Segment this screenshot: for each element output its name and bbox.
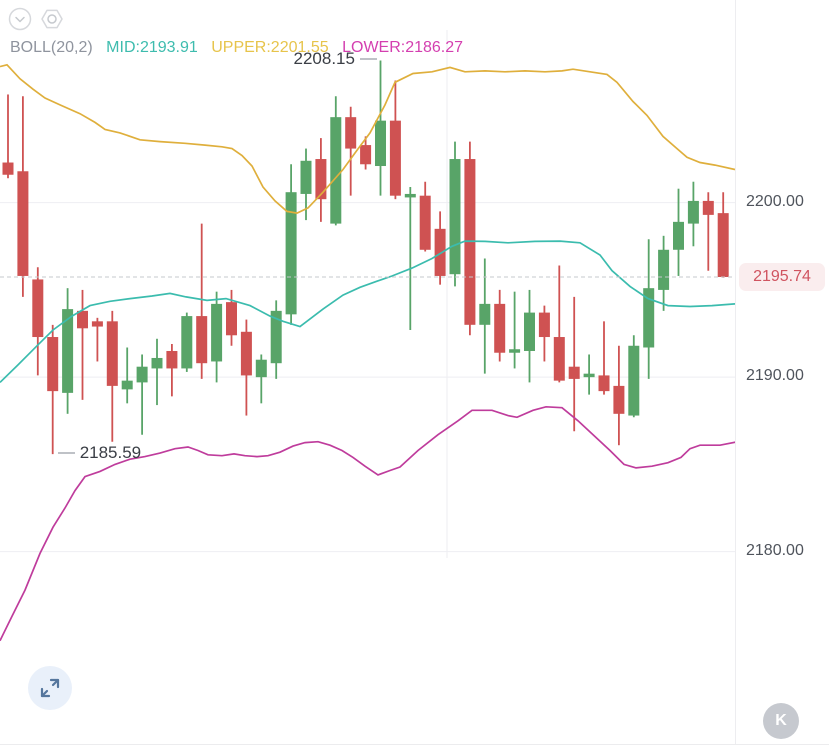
candle-body[interactable]: [62, 309, 74, 393]
candle-body[interactable]: [419, 195, 431, 250]
candle-body[interactable]: [226, 302, 237, 336]
candle-body[interactable]: [300, 160, 312, 194]
app-logo-watermark: K: [763, 703, 799, 739]
indicator-legend: BOLL(20,2) MID:2193.91 UPPER:2201.55 LOW…: [10, 39, 472, 57]
candle-body[interactable]: [196, 316, 208, 364]
candle-body[interactable]: [583, 373, 595, 378]
candle-body[interactable]: [121, 380, 133, 390]
candle-body[interactable]: [538, 312, 550, 338]
y-axis-label: 2190.00: [746, 367, 804, 385]
candle-body[interactable]: [494, 303, 506, 353]
current-price-value: 2195.74: [753, 268, 811, 285]
high-price-annotation: 2208.15: [294, 49, 377, 69]
candle-body[interactable]: [166, 350, 178, 369]
candle-body[interactable]: [106, 321, 118, 386]
candle-body[interactable]: [136, 366, 148, 383]
current-price-label: 2195.74: [739, 263, 825, 291]
candle-body[interactable]: [628, 345, 640, 416]
bollinger-upper-band: [0, 63, 735, 214]
candle-body[interactable]: [240, 331, 252, 376]
candle-body[interactable]: [255, 359, 267, 378]
candle-body[interactable]: [434, 228, 446, 276]
candle-body[interactable]: [315, 159, 327, 200]
high-price-label: 2208.15: [293, 49, 355, 69]
candle-body[interactable]: [32, 279, 44, 338]
candle-body[interactable]: [524, 312, 535, 351]
bollinger-mid-band: [0, 240, 735, 384]
candle-body[interactable]: [17, 171, 29, 276]
candle-body[interactable]: [2, 162, 14, 175]
candle-body[interactable]: [643, 288, 655, 348]
indicator-upper-value: UPPER:2201.55: [211, 39, 329, 56]
collapse-indicator-button[interactable]: [8, 7, 32, 31]
candle-body[interactable]: [389, 120, 401, 196]
high-annotation-dash: [359, 58, 377, 61]
indicator-mid-value: MID:2193.91: [106, 39, 198, 56]
candlestick-chart[interactable]: [0, 0, 735, 744]
indicator-name: BOLL(20,2): [10, 39, 93, 56]
candle-body[interactable]: [479, 303, 491, 325]
candle-body[interactable]: [553, 337, 565, 381]
chart-toolbar: [8, 7, 64, 31]
indicator-lower-value: LOWER:2186.27: [342, 39, 464, 56]
candle-body[interactable]: [449, 159, 461, 275]
candle-body[interactable]: [673, 221, 684, 250]
candle-body[interactable]: [702, 200, 714, 215]
candle-body[interactable]: [404, 193, 416, 198]
candle-body[interactable]: [568, 366, 580, 379]
chevron-down-circle-icon: [8, 7, 32, 31]
candle-body[interactable]: [151, 357, 163, 369]
candle-body[interactable]: [717, 213, 729, 277]
watermark-letter: K: [775, 712, 787, 729]
candle-body[interactable]: [375, 120, 386, 167]
low-price-label: 2185.59: [79, 443, 142, 463]
candle-body[interactable]: [285, 192, 297, 315]
candle-body[interactable]: [330, 117, 342, 224]
low-annotation-dash: [57, 452, 75, 455]
candle-body[interactable]: [613, 385, 625, 414]
candle-body[interactable]: [687, 200, 699, 224]
price-axis[interactable]: 2195.74 2200.00 2190.00 2180.00: [735, 0, 829, 744]
candle-body[interactable]: [211, 303, 223, 362]
candle-body[interactable]: [509, 349, 521, 353]
candle-body[interactable]: [598, 375, 610, 392]
expand-chart-button[interactable]: [28, 666, 72, 710]
gear-icon: [41, 9, 63, 29]
candle-body[interactable]: [181, 316, 193, 369]
candle-body[interactable]: [345, 117, 357, 149]
bollinger-lower-band: [0, 405, 735, 642]
candle-body[interactable]: [47, 337, 59, 392]
y-axis-label: 2200.00: [746, 192, 804, 210]
low-price-annotation: 2185.59: [57, 443, 142, 463]
candle-body[interactable]: [658, 249, 670, 290]
candle-body[interactable]: [360, 145, 372, 165]
indicator-settings-button[interactable]: [40, 7, 64, 31]
candle-body[interactable]: [270, 310, 282, 364]
candle-body[interactable]: [77, 310, 88, 329]
expand-arrows-icon: [40, 678, 60, 698]
candle-body[interactable]: [91, 321, 103, 327]
y-axis-label: 2180.00: [746, 541, 804, 559]
chart-canvas[interactable]: [0, 0, 735, 744]
